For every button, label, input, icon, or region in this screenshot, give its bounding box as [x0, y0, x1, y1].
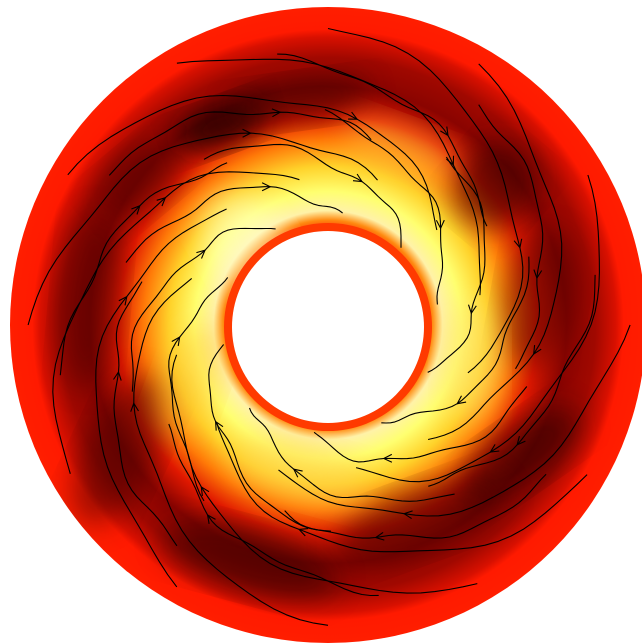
field-patch-6 [334, 476, 506, 564]
streamline-arrow-13 [382, 453, 393, 463]
streamline-13 [313, 386, 528, 463]
streamline-19 [203, 143, 402, 248]
streamline-30 [428, 274, 596, 487]
streamlines [27, 27, 631, 626]
streamline-14 [248, 407, 455, 502]
streamline-arrow-27 [271, 108, 282, 118]
streamline-arrow-8 [348, 111, 359, 120]
streamline-arrow-30 [516, 435, 526, 446]
streamline-3 [171, 354, 478, 594]
streamline-arrow-24 [206, 513, 216, 524]
streamline-24 [168, 423, 379, 597]
streamline-arrow-20 [435, 219, 445, 230]
streamline-arrow-29 [533, 269, 543, 280]
streamline-arrow-25 [113, 370, 122, 381]
field-patch-2 [230, 76, 370, 124]
streamline-29 [478, 104, 544, 370]
streamline-27 [108, 111, 372, 176]
field-patch-9 [59, 210, 121, 390]
streamline-8 [67, 94, 438, 231]
streamline-arrow-7 [242, 128, 252, 138]
field-patch-4 [502, 230, 578, 370]
streamline-7 [27, 132, 378, 326]
streamline-10 [327, 27, 524, 374]
streamline-arrow-17 [196, 249, 206, 259]
streamline-23 [284, 473, 547, 539]
streamline-arrow-11 [533, 345, 542, 356]
inner-hole [232, 231, 424, 423]
streamline-9 [176, 58, 481, 296]
streamline-22 [381, 256, 530, 424]
streamline-25 [113, 281, 178, 547]
streamline-21 [427, 156, 486, 373]
streamline-arrow-14 [292, 468, 303, 478]
streamline-16 [168, 277, 229, 502]
streamline-18 [125, 186, 343, 263]
streamline-17 [130, 227, 276, 392]
streamline-arrow-21 [467, 304, 477, 315]
streamline-arrow-28 [440, 126, 449, 137]
streamline-arrow-12 [489, 444, 500, 453]
streamline-arrow-5 [118, 295, 128, 306]
streamline-2 [216, 422, 588, 553]
field-patch-13 [440, 300, 500, 420]
streamline-arrow-1 [402, 510, 413, 520]
streamline-arrow-16 [171, 336, 181, 347]
field-patch-10 [97, 140, 183, 220]
streamline-20 [324, 109, 444, 305]
streamline-28 [277, 53, 488, 227]
streamline-12 [355, 174, 600, 483]
streamline-1 [278, 324, 631, 517]
streamline-arrow-19 [352, 173, 364, 183]
inner-rim [224, 223, 432, 431]
streamline-26 [59, 162, 228, 376]
field-patch-7 [162, 521, 338, 599]
field-patch-5 [460, 407, 580, 503]
streamline-arrow-22 [456, 395, 467, 405]
streamline-11 [427, 63, 563, 441]
streamline-arrow-6 [156, 196, 167, 207]
streamline-arrow-26 [131, 204, 141, 215]
streamline-15 [208, 344, 331, 532]
streamline-arrow-23 [374, 531, 385, 541]
streamline-4 [133, 277, 329, 626]
streamline-arrow-15 [214, 420, 224, 431]
streamline-arrow-10 [513, 238, 523, 249]
field-patch-3 [452, 141, 538, 229]
streamline-arrow-18 [261, 182, 272, 192]
streamline-arrow-3 [200, 485, 210, 496]
streamline-arrow-4 [130, 402, 139, 412]
streamline-5 [95, 208, 227, 588]
streamline-6 [52, 171, 300, 474]
streamline-arrow-2 [297, 528, 309, 537]
